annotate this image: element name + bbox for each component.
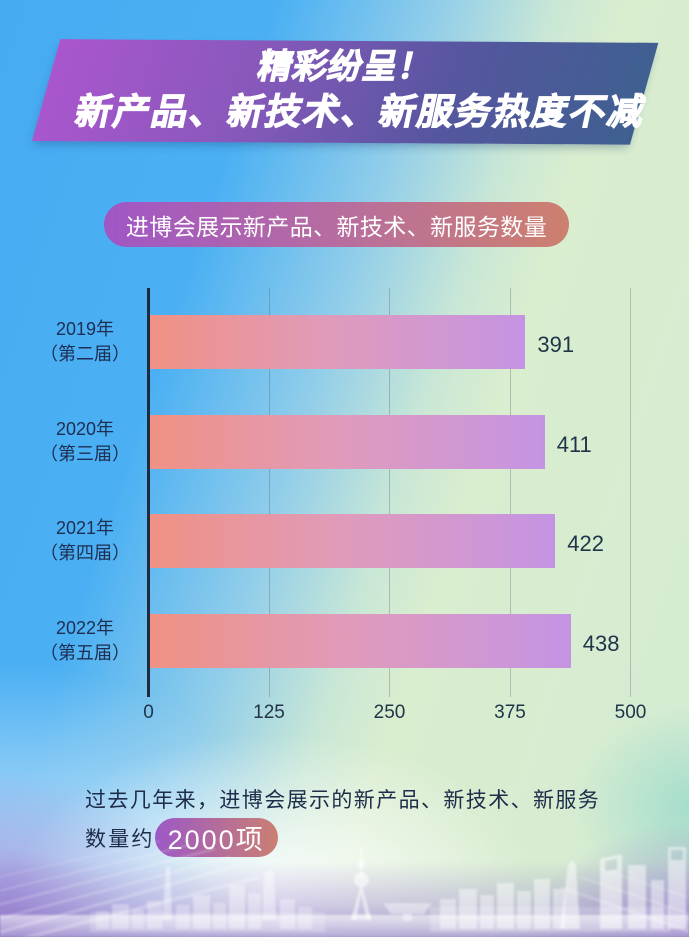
gridline-125 (268, 288, 270, 697)
footer-text-prefix: 数量约 (85, 827, 155, 851)
category-label: 2022年 （第五届） (40, 618, 130, 664)
x-tick-label-500: 500 (614, 702, 647, 723)
value-label: 422 (567, 531, 605, 557)
value-label: 411 (556, 431, 592, 457)
value-label: 391 (537, 332, 575, 357)
footer-text-line1: 过去几年来，进博会展示的新产品、新技术、新服务 (85, 789, 601, 812)
value-label: 438 (582, 631, 620, 657)
category-label: 2020年 （第三届） (40, 418, 130, 464)
x-tick-label-0: 0 (143, 702, 154, 723)
chart-subtitle-pill: 进博会展示新产品、新技术、新服务数量 (104, 202, 569, 247)
footer-text-line2: 数量约 2000项 (85, 818, 278, 857)
gridline-500 (630, 288, 631, 697)
bar-2020年 (150, 414, 545, 469)
skyline-pearl-tower (351, 848, 432, 921)
x-tick-label-250: 250 (373, 702, 406, 723)
bar-2021年 (150, 514, 556, 569)
bar-2022年 (150, 614, 571, 669)
category-label: 2019年 （第二届） (40, 319, 130, 364)
gridline-375 (509, 288, 511, 697)
x-tick-label-375: 375 (494, 702, 526, 723)
city-skyline-silhouette (0, 840, 689, 937)
footer-total-badge: 2000项 (154, 818, 278, 857)
skyline-haze (0, 915, 689, 937)
chart-subtitle-text: 进博会展示新产品、新技术、新服务数量 (125, 213, 548, 240)
y-axis-line (147, 288, 150, 697)
category-label: 2021年 （第四届） (40, 518, 130, 564)
x-tick-label-125: 125 (253, 702, 285, 723)
bar-2019年 (150, 315, 526, 369)
gridline-250 (389, 288, 390, 697)
